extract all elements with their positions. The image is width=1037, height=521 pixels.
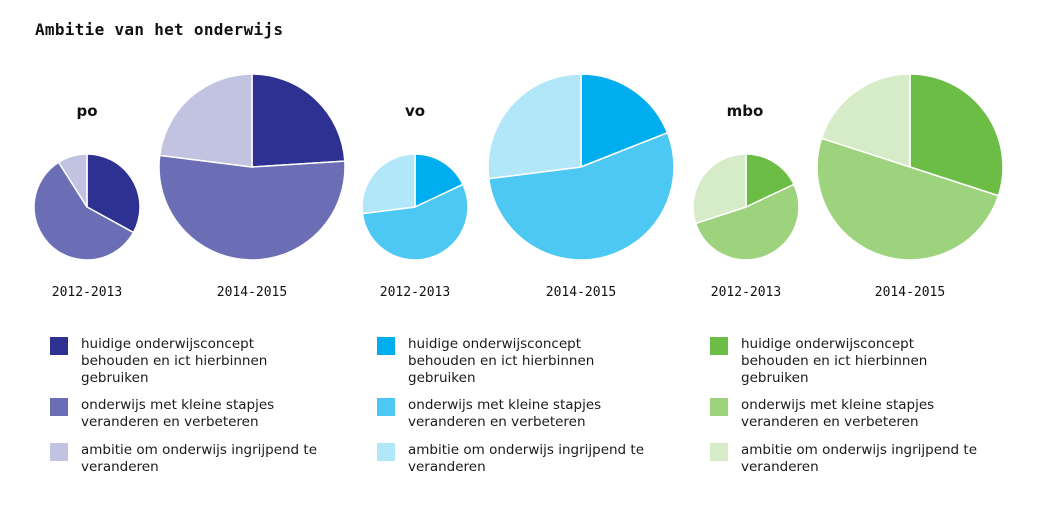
year-label-vo-2012-2013: 2012-2013	[380, 285, 450, 300]
slice-ingrijpend-vo-2012-2013	[361, 153, 416, 215]
group-label-mbo: mbo	[727, 102, 764, 120]
legend-swatch	[377, 443, 395, 461]
slice-kleine-stapjes-po-2014-2015	[158, 154, 346, 261]
slice-kleine-stapjes-vo-2012-2013	[361, 183, 469, 261]
legend-item-kleine-stapjes: onderwijs met kleine stapjes veranderen …	[50, 397, 320, 431]
legend-item-huidige: huidige onderwijsconcept behouden en ict…	[50, 336, 320, 387]
year-label-vo-2014-2015: 2014-2015	[546, 285, 616, 300]
year-label-po-2014-2015: 2014-2015	[217, 285, 287, 300]
legend-swatch	[377, 337, 395, 355]
legend-item-huidige: huidige onderwijsconcept behouden en ict…	[710, 336, 980, 387]
legend-swatch	[710, 398, 728, 416]
slice-ingrijpend-mbo-2014-2015	[820, 73, 911, 168]
slice-ingrijpend-po-2014-2015	[158, 73, 253, 168]
legend-mbo: huidige onderwijsconcept behouden en ict…	[710, 336, 980, 487]
legend-item-ingrijpend: ambitie om onderwijs ingrijpend te veran…	[710, 442, 980, 476]
group-label-po: po	[76, 102, 97, 120]
legend-label: huidige onderwijsconcept behouden en ict…	[741, 336, 928, 386]
chart-title: Ambitie van het onderwijs	[35, 20, 284, 39]
year-label-po-2012-2013: 2012-2013	[52, 285, 122, 300]
legend-label: ambitie om onderwijs ingrijpend te veran…	[408, 442, 645, 475]
group-label-vo: vo	[405, 102, 425, 120]
slice-huidige-po-2014-2015	[251, 73, 346, 168]
year-label-mbo-2014-2015: 2014-2015	[875, 285, 945, 300]
legend-item-kleine-stapjes: onderwijs met kleine stapjes veranderen …	[710, 397, 980, 431]
slice-huidige-mbo-2014-2015	[909, 73, 1004, 197]
slice-ingrijpend-vo-2014-2015	[487, 73, 582, 180]
slice-kleine-stapjes-vo-2014-2015	[487, 132, 675, 261]
legend-item-huidige: huidige onderwijsconcept behouden en ict…	[377, 336, 647, 387]
legend-po: huidige onderwijsconcept behouden en ict…	[50, 336, 320, 487]
pie-charts: po 2012-2013 2014-2015 vo 2012-2013 2014-2015…	[33, 73, 1004, 300]
legend-label: onderwijs met kleine stapjes veranderen …	[741, 397, 935, 430]
legend-label: ambitie om onderwijs ingrijpend te veran…	[81, 442, 318, 475]
legend-swatch	[377, 398, 395, 416]
slice-kleine-stapjes-mbo-2012-2013	[694, 183, 800, 261]
legend-label: onderwijs met kleine stapjes veranderen …	[408, 397, 602, 430]
legend-item-ingrijpend: ambitie om onderwijs ingrijpend te veran…	[377, 442, 647, 476]
slice-kleine-stapjes-po-2012-2013	[33, 161, 135, 261]
slice-huidige-mbo-2012-2013	[745, 153, 795, 208]
year-label-mbo-2012-2013: 2012-2013	[711, 285, 781, 300]
legend-label: onderwijs met kleine stapjes veranderen …	[81, 397, 275, 430]
slice-ingrijpend-po-2012-2013	[57, 153, 88, 208]
legend-label: huidige onderwijsconcept behouden en ict…	[408, 336, 595, 386]
legend-swatch	[50, 398, 68, 416]
legend-swatch	[50, 443, 68, 461]
legend-swatch	[710, 443, 728, 461]
legend-swatch	[710, 337, 728, 355]
legend-label: huidige onderwijsconcept behouden en ict…	[81, 336, 268, 386]
slice-ingrijpend-mbo-2012-2013	[692, 153, 747, 225]
legend-vo: huidige onderwijsconcept behouden en ict…	[377, 336, 647, 487]
slice-huidige-po-2012-2013	[86, 153, 141, 234]
legend-label: ambitie om onderwijs ingrijpend te veran…	[741, 442, 978, 475]
slice-huidige-vo-2014-2015	[580, 73, 669, 168]
legend-swatch	[50, 337, 68, 355]
slice-huidige-vo-2012-2013	[414, 153, 464, 208]
legend-item-ingrijpend: ambitie om onderwijs ingrijpend te veran…	[50, 442, 320, 476]
legend-item-kleine-stapjes: onderwijs met kleine stapjes veranderen …	[377, 397, 647, 431]
slice-kleine-stapjes-mbo-2014-2015	[816, 137, 1000, 261]
